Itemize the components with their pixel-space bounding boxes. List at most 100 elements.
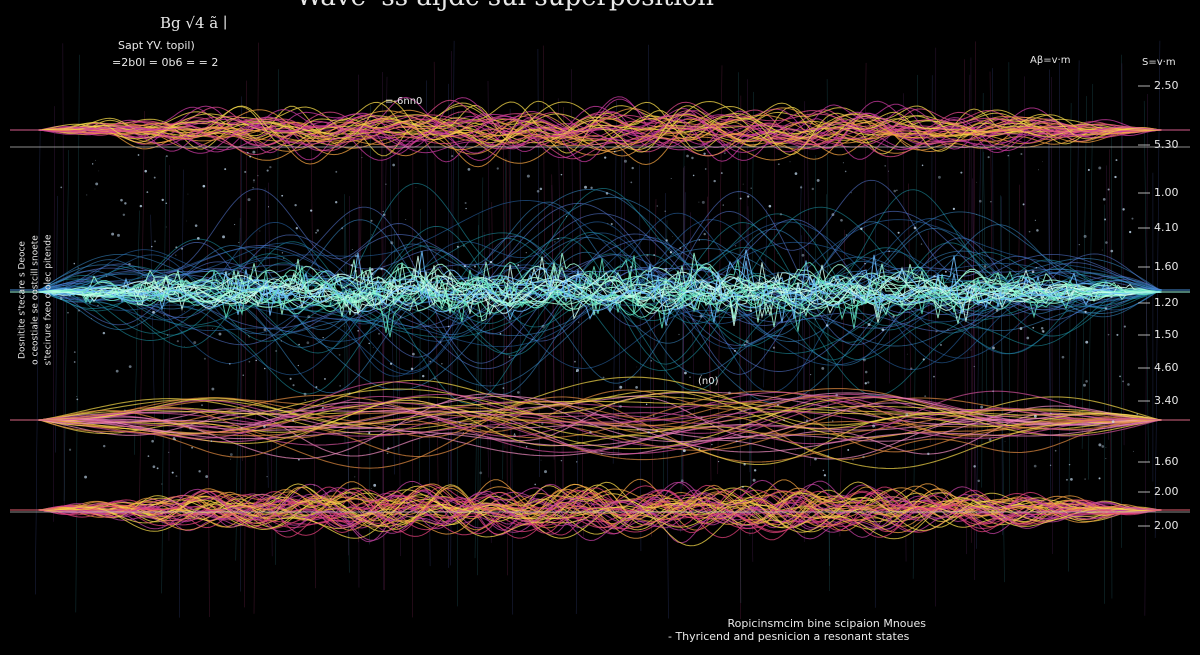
particle xyxy=(541,324,545,328)
particle xyxy=(293,315,296,318)
particle xyxy=(295,423,296,425)
particle xyxy=(1107,333,1110,336)
particle xyxy=(1065,478,1068,481)
wave xyxy=(10,486,1190,534)
particle xyxy=(840,218,843,222)
particle xyxy=(723,152,726,155)
strand xyxy=(1051,76,1053,554)
particle xyxy=(73,351,76,353)
particle xyxy=(619,404,622,408)
wave xyxy=(10,234,1190,372)
particle xyxy=(927,452,930,456)
particle xyxy=(437,421,440,424)
particle xyxy=(122,213,126,217)
particle xyxy=(747,195,750,198)
particle xyxy=(892,315,895,318)
particle xyxy=(463,264,467,268)
particle xyxy=(698,447,701,450)
particle xyxy=(383,213,386,216)
particle xyxy=(152,465,156,469)
particle xyxy=(139,204,143,208)
particle xyxy=(832,420,834,422)
particle xyxy=(292,311,294,313)
particle xyxy=(704,168,707,170)
particle xyxy=(779,213,783,216)
particle xyxy=(467,167,471,171)
particle xyxy=(315,386,318,388)
particle xyxy=(743,463,746,466)
wave xyxy=(10,495,1190,523)
particle xyxy=(229,453,233,456)
particle xyxy=(128,262,131,266)
wave xyxy=(10,114,1190,146)
particle xyxy=(1114,175,1117,179)
strand xyxy=(912,74,918,579)
particle xyxy=(897,231,900,234)
particle xyxy=(655,429,658,433)
particle xyxy=(218,332,222,336)
particle xyxy=(354,309,356,311)
particle xyxy=(161,483,163,485)
particle xyxy=(230,458,232,460)
particle xyxy=(73,361,76,363)
particle xyxy=(922,358,925,361)
particle xyxy=(390,241,394,245)
particle xyxy=(1098,166,1102,170)
particle xyxy=(97,304,99,307)
particle xyxy=(1033,464,1037,468)
particle xyxy=(1085,379,1088,383)
particle xyxy=(224,168,227,171)
particle xyxy=(952,207,956,210)
particle xyxy=(252,150,256,154)
particle xyxy=(814,318,816,320)
particle xyxy=(794,172,798,175)
wave xyxy=(10,101,1190,139)
scale-label: 4.10 xyxy=(1154,221,1179,234)
scale-label: 1.60 xyxy=(1154,260,1179,273)
wave xyxy=(10,496,1190,533)
particle xyxy=(1054,449,1057,452)
strand xyxy=(63,150,69,502)
particle xyxy=(372,347,374,349)
particle xyxy=(992,390,994,392)
particle xyxy=(1028,230,1031,233)
scale-label: 4.60 xyxy=(1154,361,1179,374)
particle xyxy=(247,198,251,202)
particle xyxy=(201,404,203,407)
particle xyxy=(462,431,464,433)
wave xyxy=(10,272,1190,326)
wave xyxy=(10,396,1190,470)
particle xyxy=(94,188,96,190)
strand xyxy=(1068,102,1072,572)
particle xyxy=(392,163,395,167)
side-text: Dosnitite s'tecare s Deoce o ceostiale se… xyxy=(18,234,54,366)
particle xyxy=(617,299,620,303)
particle xyxy=(458,422,461,424)
particle xyxy=(1098,477,1101,480)
particle xyxy=(1068,463,1071,466)
particle xyxy=(297,364,299,367)
particle xyxy=(1127,383,1130,386)
strand xyxy=(648,44,651,437)
strand xyxy=(393,229,399,454)
particle xyxy=(1032,326,1035,329)
particle xyxy=(539,187,543,191)
wave xyxy=(10,255,1190,326)
particle xyxy=(86,194,88,196)
particle xyxy=(292,419,294,422)
particle xyxy=(410,367,414,371)
particle xyxy=(664,210,666,212)
wave xyxy=(10,96,1190,149)
particle xyxy=(399,316,402,318)
particle xyxy=(380,268,383,271)
particle xyxy=(202,184,206,188)
wave xyxy=(10,408,1190,436)
particle xyxy=(147,455,150,457)
particle xyxy=(739,197,742,200)
particle xyxy=(973,465,976,468)
particle xyxy=(244,170,247,174)
wave xyxy=(10,486,1190,524)
particle xyxy=(128,365,132,369)
particle xyxy=(1023,301,1026,304)
particle xyxy=(867,381,870,384)
